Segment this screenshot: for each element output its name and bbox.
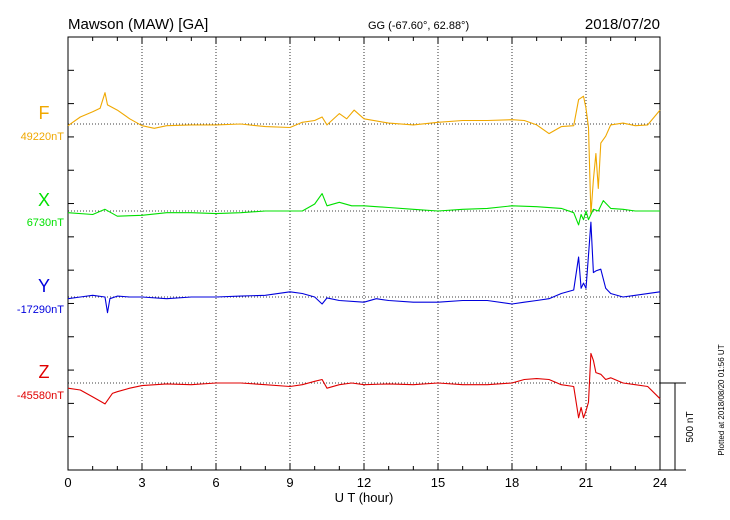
x-tick-label-18: 18 [505, 475, 519, 490]
station-title: Mawson (MAW) [GA] [68, 16, 208, 33]
baseline-value-F: 49220nT [21, 131, 65, 143]
scale-bar: 500 nT [660, 382, 696, 471]
x-tick-label-0: 0 [64, 475, 71, 490]
series-name-X: X [38, 190, 50, 210]
series-name-Y: Y [38, 276, 50, 296]
scale-bar-label: 500 nT [685, 411, 696, 442]
vertical-grid [141, 37, 587, 470]
series-name-F: F [39, 103, 50, 123]
series-labels: F 49220nT X 6730nT Y -17290nT Z -45580nT [17, 103, 64, 402]
trace-X [67, 193, 660, 226]
x-tick-label-21: 21 [579, 475, 593, 490]
plotted-timestamp: Plotted at 2018/08/20 01:56 UT [717, 344, 726, 455]
x-axis-label: U T (hour) [335, 490, 394, 505]
coordinates-label: GG (-67.60°, 62.88°) [368, 20, 469, 32]
x-tick-label-9: 9 [286, 475, 293, 490]
trace-Z [67, 352, 661, 419]
trace-F [67, 92, 661, 216]
trace-Y [67, 221, 661, 314]
x-tick-labels: 0 3 6 9 12 15 18 21 24 [64, 475, 667, 490]
baseline-value-X: 6730nT [27, 217, 65, 229]
x-tick-label-3: 3 [138, 475, 145, 490]
x-tick-label-6: 6 [212, 475, 219, 490]
traces [67, 92, 661, 419]
x-tick-label-24: 24 [653, 475, 667, 490]
date-label: 2018/07/20 [585, 16, 660, 33]
x-tick-label-15: 15 [431, 475, 445, 490]
x-tick-label-12: 12 [357, 475, 371, 490]
series-name-Z: Z [39, 362, 50, 382]
baseline-value-Y: -17290nT [17, 304, 64, 316]
baseline-value-Z: -45580nT [17, 390, 64, 402]
axis-ticks [67, 37, 661, 470]
